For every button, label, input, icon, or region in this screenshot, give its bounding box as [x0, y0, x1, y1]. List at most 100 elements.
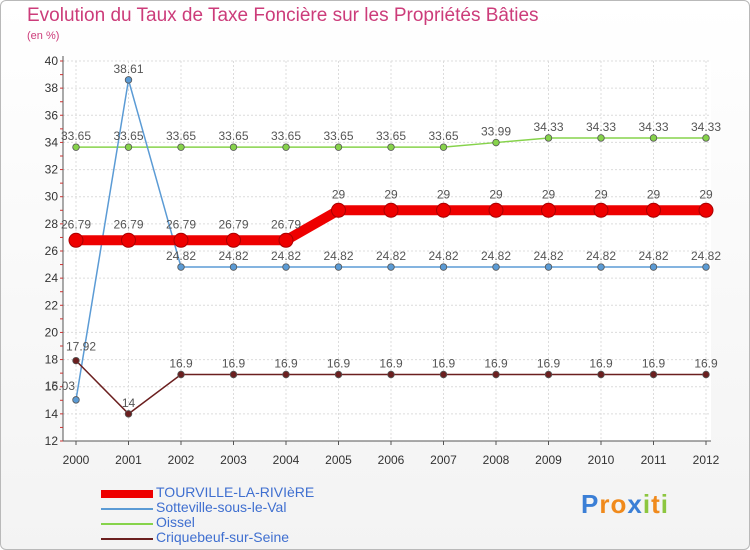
data-label: 33.65 [323, 129, 353, 143]
data-label: 33.65 [376, 129, 406, 143]
data-label: 24.82 [586, 249, 616, 263]
data-label: 38.61 [113, 62, 143, 76]
data-label: 29 [437, 187, 451, 201]
y-tick-label: 36 [45, 108, 59, 122]
data-label: 24.82 [271, 249, 301, 263]
data-point [649, 263, 658, 271]
data-point [544, 370, 553, 379]
data-point [544, 263, 553, 271]
data-label: 24.82 [533, 249, 563, 263]
data-label: 33.65 [428, 129, 458, 143]
data-point [177, 370, 185, 379]
data-label: 29 [542, 187, 556, 201]
data-point [331, 202, 346, 218]
data-label: 29 [489, 187, 503, 201]
y-tick-label: 38 [45, 81, 59, 95]
data-label: 24.82 [638, 249, 668, 263]
data-label: 29 [384, 187, 398, 201]
data-point [597, 134, 605, 142]
data-point [544, 134, 553, 142]
data-label: 29 [647, 187, 661, 201]
data-point [488, 202, 504, 218]
data-point [593, 202, 609, 218]
data-label: 33.65 [271, 129, 301, 143]
data-label: 29 [332, 187, 346, 201]
data-point [229, 143, 238, 151]
data-point [229, 263, 238, 271]
data-point [72, 396, 80, 404]
data-label: 16.9 [222, 357, 246, 371]
data-label: 33.65 [61, 129, 91, 143]
y-tick-label: 34 [45, 135, 59, 149]
data-label: 16.9 [642, 357, 666, 371]
data-point [541, 202, 556, 218]
y-tick-label: 32 [45, 163, 59, 177]
y-tick-label: 18 [45, 353, 59, 367]
y-tick-label: 16 [45, 380, 59, 394]
data-label: 24.82 [376, 249, 406, 263]
data-point [68, 232, 84, 248]
legend-swatch-tourville [101, 490, 153, 498]
data-point [282, 263, 290, 271]
legend-label-tourville: TOURVILLE-LA-RIVIèRE [156, 484, 315, 500]
data-label: 26.79 [113, 217, 143, 231]
x-tick-label: 2003 [220, 453, 247, 467]
y-tick-label: 12 [45, 434, 59, 448]
data-label: 14 [122, 396, 136, 410]
y-tick-label: 40 [45, 54, 59, 68]
data-label: 16.9 [589, 357, 613, 371]
y-tick-label: 22 [45, 298, 59, 312]
data-label: 24.82 [323, 249, 353, 263]
data-point [597, 263, 605, 271]
data-point [278, 232, 294, 248]
y-tick-label: 26 [45, 244, 59, 258]
legend-swatch-criquebeuf [101, 538, 153, 540]
data-point [649, 370, 658, 379]
data-point [177, 263, 185, 271]
data-label: 29 [699, 187, 713, 201]
data-label: 16.9 [327, 357, 351, 371]
data-point [439, 370, 448, 379]
x-tick-label: 2012 [693, 453, 720, 467]
legend-swatch-oissel [101, 523, 153, 525]
y-tick-label: 28 [45, 217, 59, 231]
data-point [597, 370, 605, 379]
legend-label-oissel: Oissel [156, 514, 195, 530]
data-label: 26.79 [166, 217, 196, 231]
data-label: 24.82 [691, 249, 721, 263]
data-label: 26.79 [61, 217, 91, 231]
data-point [72, 143, 80, 151]
data-point [173, 232, 189, 248]
data-label: 33.65 [218, 129, 248, 143]
logo-letter: t [651, 489, 661, 519]
data-point [282, 143, 290, 151]
x-tick-label: 2006 [378, 453, 405, 467]
data-label: 24.82 [218, 249, 248, 263]
data-label: 34.33 [691, 120, 721, 134]
proxiti-logo: Proxiti [581, 489, 669, 520]
data-point [439, 263, 448, 271]
data-label: 24.82 [481, 249, 511, 263]
data-point [334, 143, 343, 151]
data-label: 16.9 [274, 357, 298, 371]
data-point [334, 263, 343, 271]
data-point [492, 370, 500, 379]
data-label: 15.03 [45, 379, 75, 393]
chart-title: Evolution du Taux de Taxe Foncière sur l… [27, 5, 539, 26]
data-point [124, 143, 133, 151]
data-point [698, 202, 714, 218]
data-point [492, 138, 500, 147]
data-label: 16.9 [169, 357, 193, 371]
data-label: 33.65 [166, 129, 196, 143]
data-point [124, 76, 133, 84]
data-point [177, 143, 185, 151]
y-tick-label: 30 [45, 190, 59, 204]
data-label: 16.9 [432, 357, 456, 371]
data-point [649, 134, 658, 142]
data-point [226, 232, 241, 248]
logo-letter: i [660, 489, 669, 519]
data-label: 24.82 [166, 249, 196, 263]
data-point [702, 134, 710, 142]
logo-letter: r [599, 489, 611, 519]
